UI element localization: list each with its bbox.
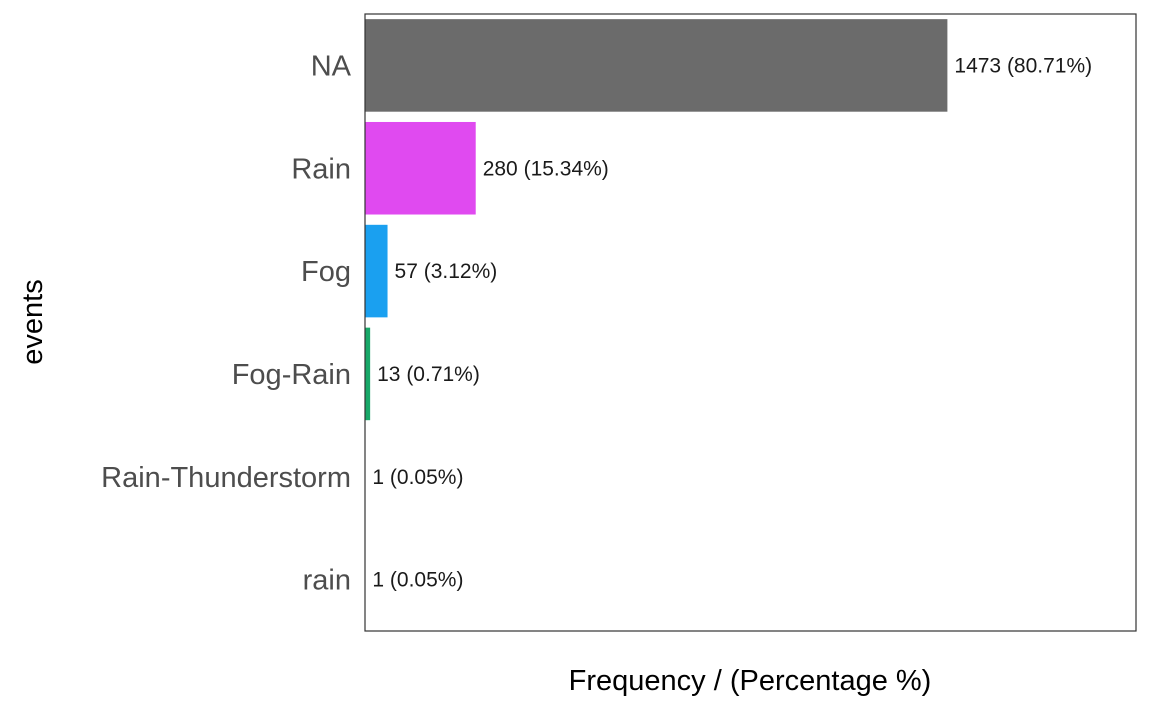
category-label-4: Rain-Thunderstorm	[101, 462, 351, 494]
data-label-3: 13 (0.71%)	[377, 363, 480, 386]
bars-layer	[365, 19, 948, 626]
data-label-5: 1 (0.05%)	[372, 569, 463, 592]
category-label-0: NA	[311, 50, 352, 82]
category-label-2: Fog	[301, 256, 351, 288]
data-labels-layer: 1473 (80.71%) 280 (15.34%) 57 (3.12%) 13 (0…	[372, 54, 1092, 591]
data-label-0: 1473 (80.71%)	[954, 54, 1092, 77]
bar-0	[365, 19, 948, 112]
x-axis-title: Frequency / (Percentage %)	[569, 665, 932, 697]
category-label-1: Rain	[291, 153, 351, 185]
bar-3	[365, 327, 371, 421]
data-label-4: 1 (0.05%)	[372, 466, 463, 489]
category-label-5: rain	[303, 565, 351, 597]
data-label-2: 57 (3.12%)	[395, 260, 498, 283]
y-axis-title: events	[17, 279, 49, 364]
data-label-1: 280 (15.34%)	[483, 157, 609, 180]
bar-2	[365, 224, 388, 318]
bar-1	[365, 121, 476, 215]
plot-panel-border	[364, 13, 1137, 632]
category-label-3: Fog-Rain	[232, 359, 351, 391]
category-labels-layer: NA Rain Fog Fog-Rain Rain-Thunderstorm rain	[101, 50, 351, 596]
